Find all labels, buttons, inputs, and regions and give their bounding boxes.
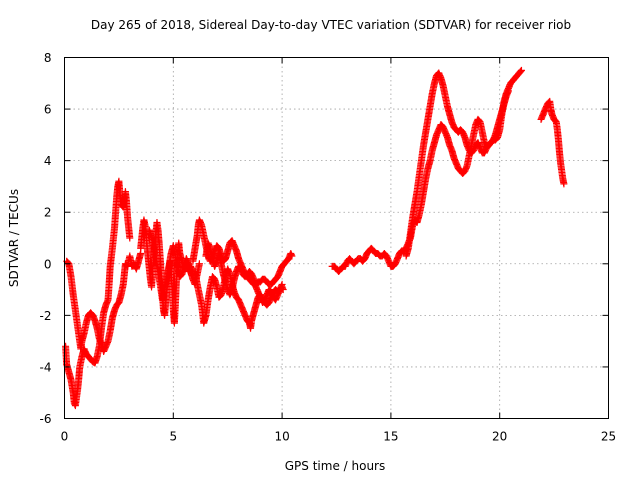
x-tick-label: 25: [601, 430, 616, 444]
data-point: [551, 116, 559, 124]
data-point: [195, 260, 203, 268]
x-tick-label: 0: [61, 430, 69, 444]
axis-ticks: [64, 57, 609, 419]
data-point: [278, 280, 286, 288]
data-point: [288, 252, 296, 260]
y-tick-label: 6: [44, 103, 52, 117]
x-tick-label: 10: [274, 430, 289, 444]
y-tick-label: 2: [44, 206, 52, 220]
plot-frame: [64, 57, 609, 419]
y-axis-label: SDTVAR / TECUs: [7, 189, 21, 287]
y-tick-label: -4: [40, 360, 52, 374]
data-points: [62, 66, 568, 410]
data-point: [560, 180, 568, 188]
data-point: [504, 87, 512, 95]
data-point: [517, 67, 525, 75]
x-tick-label: 5: [169, 430, 177, 444]
y-tick-label: 4: [44, 154, 52, 168]
data-point: [517, 66, 525, 74]
chart-title: Day 265 of 2018, Sidereal Day-to-day VTE…: [91, 18, 571, 32]
x-axis-label: GPS time / hours: [285, 459, 386, 473]
data-point: [63, 258, 71, 266]
x-tick-label: 20: [492, 430, 507, 444]
y-tick-label: 0: [44, 257, 52, 271]
y-tick-label: -6: [40, 412, 52, 426]
y-tick-label: 8: [44, 51, 52, 65]
x-tick-label: 15: [383, 430, 398, 444]
y-tick-label: -2: [40, 309, 52, 323]
y-tick-labels: -6 -4 -2 0 2 4 6 8: [40, 51, 52, 426]
data-point: [516, 68, 524, 76]
x-tick-labels: 0 5 10 15 20 25: [61, 430, 616, 444]
data-point: [126, 234, 134, 242]
